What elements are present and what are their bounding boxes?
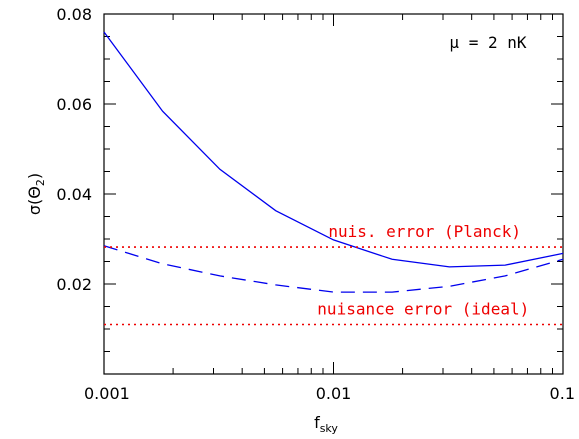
- series-line-dashed-1: [103, 245, 564, 293]
- series-group: [103, 31, 564, 326]
- y-axis-title-close: ): [25, 173, 44, 179]
- y-axis-title-main: σ(Θ: [25, 186, 44, 215]
- y-axis-title-subscript: 2: [34, 179, 47, 186]
- y-tick-label: 0.02: [56, 275, 92, 294]
- series-line-solid-0: [103, 31, 564, 268]
- x-axis-title: fsky: [314, 413, 338, 435]
- annotation-ideal: nuisance error (ideal): [317, 300, 529, 319]
- annotation-mu: μ = 2 nK: [449, 33, 526, 52]
- x-tick-label: 0.01: [316, 384, 352, 403]
- annotations: μ = 2 nK nuis. error (Planck) nuisance err…: [317, 33, 529, 319]
- y-tick-label: 0.04: [56, 185, 92, 204]
- annotation-planck: nuis. error (Planck): [328, 222, 521, 241]
- x-axis-title-subscript: sky: [320, 422, 339, 435]
- x-axis-title-main: f: [314, 413, 320, 432]
- x-tick-label: 0.001: [84, 384, 130, 403]
- y-tick-label: 0.08: [56, 5, 92, 24]
- y-tick-label: 0.06: [56, 95, 92, 114]
- plot-frame: [103, 13, 564, 375]
- x-tick-label: 0.1: [550, 384, 575, 403]
- tick-marks: [103, 13, 563, 375]
- y-axis-title: σ(Θ2): [25, 173, 47, 215]
- tick-labels: 0.001 0.01 0.1 0.02 0.04 0.06 0.08: [56, 5, 575, 403]
